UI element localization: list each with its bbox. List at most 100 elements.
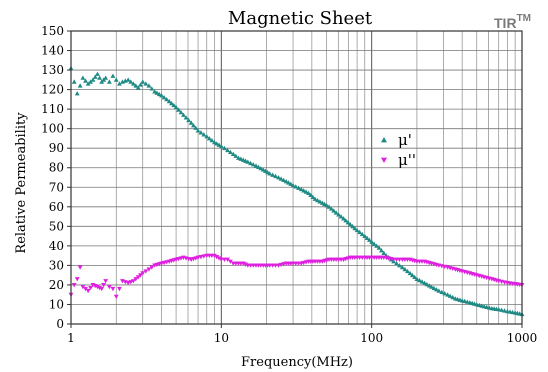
- mu-prime-point: [407, 270, 413, 276]
- mu-double-prime-point: [138, 273, 143, 278]
- legend-marker: [381, 157, 387, 163]
- mu-prime-point: [186, 117, 192, 123]
- mu-prime-point: [434, 287, 439, 292]
- mu-prime-point: [161, 95, 167, 100]
- mu-prime-point: [71, 79, 77, 84]
- mu-prime-point: [496, 306, 502, 312]
- mu-prime-point: [195, 128, 201, 133]
- mu-prime-point: [424, 281, 430, 287]
- data-marks: [68, 65, 525, 317]
- mu-double-prime-point: [77, 265, 83, 270]
- mu-prime-point: [181, 112, 186, 117]
- mu-prime-point: [146, 83, 152, 88]
- mu-prime-point: [176, 107, 181, 112]
- y-tick-label: 130: [41, 63, 64, 77]
- mu-prime-point: [347, 221, 353, 227]
- mu-prime-point: [303, 189, 309, 194]
- mu-prime-point: [74, 91, 80, 96]
- mu-prime-point: [90, 77, 96, 82]
- mu-prime-point: [178, 109, 184, 115]
- mu-double-prime-point: [125, 281, 131, 286]
- mu-prime-point: [140, 79, 146, 84]
- y-tick-label: 50: [49, 219, 64, 233]
- y-tick-label: 40: [49, 239, 64, 253]
- y-tick-label: 120: [41, 83, 64, 97]
- mu-prime-point: [110, 73, 116, 78]
- mu-double-prime-point: [216, 256, 222, 261]
- mu-double-prime-point: [88, 285, 93, 291]
- mu-double-prime-point: [99, 286, 105, 292]
- mu-prime-point: [301, 188, 307, 193]
- mu-prime-point: [169, 100, 174, 106]
- mu-prime-point: [222, 145, 227, 151]
- mu-prime-point: [345, 220, 351, 225]
- mu-prime-point: [405, 268, 410, 274]
- mu-prime-point: [173, 104, 179, 110]
- mu-prime-point: [117, 81, 122, 86]
- mu-prime-point: [315, 197, 320, 203]
- mu-prime-point: [206, 136, 212, 141]
- mu-prime-point: [426, 283, 432, 288]
- y-tick-label: 60: [49, 200, 64, 214]
- legend-marker: [381, 137, 387, 143]
- mu-prime-point: [419, 279, 425, 284]
- mu-prime-point: [409, 272, 415, 278]
- mu-prime-point: [352, 225, 358, 231]
- mu-prime-point: [130, 81, 136, 86]
- mu-prime-point: [296, 185, 301, 190]
- mu-prime-point: [288, 181, 294, 186]
- mu-double-prime-point: [218, 257, 224, 262]
- mu-prime-point: [92, 74, 98, 79]
- mu-prime-point: [336, 212, 341, 217]
- mu-prime-point: [414, 276, 420, 281]
- mu-prime-point: [397, 263, 402, 268]
- mu-prime-point: [328, 206, 334, 211]
- mu-prime-point: [80, 75, 86, 80]
- mu-prime-point: [143, 81, 149, 86]
- mu-prime-point: [159, 93, 164, 98]
- mu-prime-point: [103, 75, 109, 80]
- mu-prime-point: [326, 204, 332, 209]
- mu-prime-point: [166, 98, 172, 104]
- y-tick-label: 10: [49, 297, 64, 311]
- mu-prime-point: [156, 91, 162, 97]
- mu-double-prime-point: [130, 279, 136, 284]
- mu-prime-point: [77, 83, 83, 88]
- mu-double-prime-point: [222, 257, 227, 262]
- mu-prime-point: [258, 165, 264, 171]
- mu-prime-point: [298, 186, 304, 192]
- mu-prime-point: [88, 79, 93, 84]
- mu-prime-point: [135, 85, 141, 90]
- brand-logo: TIRTM: [494, 13, 531, 31]
- legend-label: μ': [398, 131, 412, 149]
- grid: [70, 30, 522, 325]
- mu-prime-point: [133, 83, 139, 88]
- mu-prime-point: [245, 159, 251, 164]
- mu-prime-point: [233, 153, 239, 158]
- brand-superscript: TM: [517, 13, 531, 24]
- mu-prime-point: [154, 90, 160, 95]
- mu-prime-point: [152, 89, 158, 94]
- mu-prime-point: [429, 284, 434, 289]
- y-tick-label: 80: [49, 161, 64, 175]
- y-tick-label: 100: [41, 122, 64, 136]
- mu-prime-point: [183, 115, 189, 120]
- chart-title: Magnetic Sheet: [228, 8, 373, 29]
- mu-prime-point: [350, 223, 355, 229]
- mu-double-prime-point: [80, 284, 86, 290]
- mu-prime-point: [306, 190, 311, 196]
- mu-double-prime-point: [212, 253, 217, 259]
- legend: μ' μ'': [381, 131, 416, 169]
- mu-prime-point: [364, 235, 370, 240]
- mu-double-prime-point: [128, 280, 134, 285]
- mu-prime-point: [333, 210, 339, 215]
- mu-prime-point: [290, 182, 296, 188]
- y-tick-label: 90: [49, 141, 64, 155]
- mu-prime-point: [357, 229, 363, 235]
- mu-prime-point: [422, 280, 428, 285]
- mu-prime-point: [106, 79, 112, 84]
- mu-prime-point: [417, 277, 422, 283]
- mu-prime-point: [402, 266, 408, 272]
